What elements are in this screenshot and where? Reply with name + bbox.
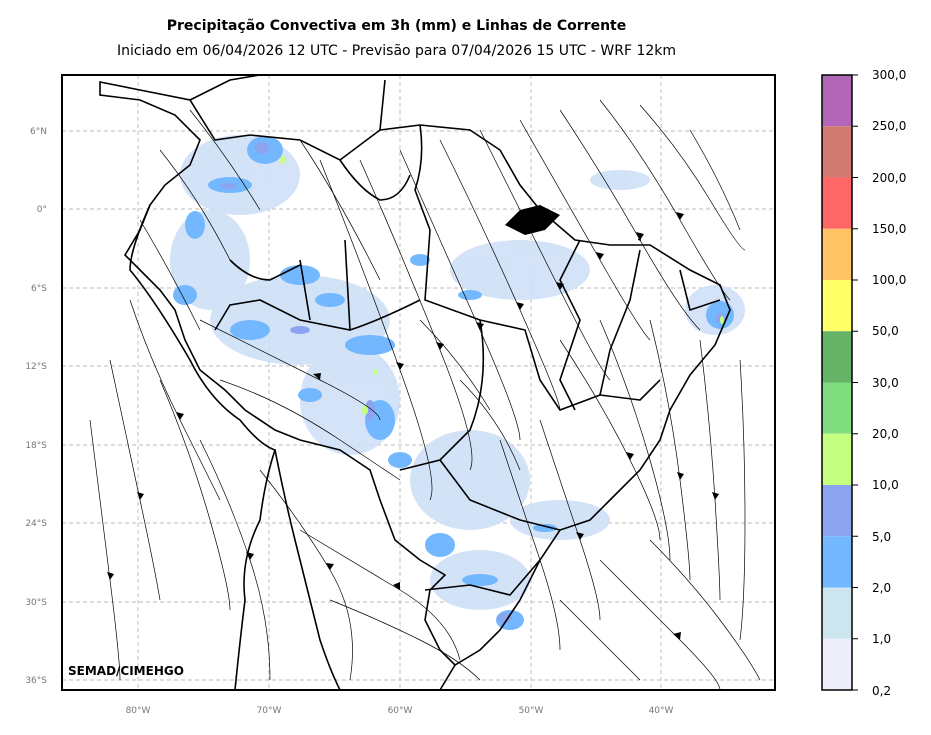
colorbar-segment [822,75,852,127]
colorbar-label: 0,2 [872,684,891,698]
lat-label: 6°S [31,284,47,294]
precipitation-areas [170,135,745,630]
colorbar-label: 30,0 [872,376,899,390]
lat-lon-grid [62,75,775,690]
colorbar [822,74,858,691]
colorbar-label: 2,0 [872,581,891,595]
lat-label: 6°N [30,127,47,137]
colorbar-label: 20,0 [872,427,899,441]
lon-label: 80°W [126,706,151,716]
colorbar-label: 50,0 [872,324,899,338]
lon-label: 60°W [388,706,413,716]
colorbar-segment [822,485,852,537]
lat-label: 18°S [25,441,47,451]
lat-label: 0° [37,205,47,215]
lat-label: 36°S [25,676,47,686]
colorbar-label: 100,0 [872,273,906,287]
map-frame [61,74,776,691]
lon-label: 40°W [649,706,674,716]
colorbar-label: 1,0 [872,632,891,646]
colorbar-label: 150,0 [872,222,906,236]
colorbar-labels: 300,0 250,0 200,0 150,0 100,0 50,0 30,0 … [872,68,906,698]
credit-label: SEMAD/CIMEHGO [68,664,184,678]
lat-label: 30°S [25,598,47,608]
lat-label: 24°S [25,519,47,529]
longitude-labels: 80°W 70°W 60°W 50°W 40°W [126,706,674,716]
colorbar-label: 250,0 [872,119,906,133]
colorbar-segment [822,536,852,588]
colorbar-label: 5,0 [872,530,891,544]
colorbar-segment [822,126,852,178]
lon-label: 70°W [257,706,282,716]
colorbar-segment [822,280,852,332]
colorbar-segment [822,382,852,434]
colorbar-segment [822,331,852,383]
latitude-labels: 6°N 0° 6°S 12°S 18°S 24°S 30°S 36°S [25,127,47,686]
colorbar-segment [822,228,852,280]
map-title: Precipitação Convectiva em 3h (mm) e Lin… [166,18,627,34]
streamline-arrows [107,212,719,640]
colorbar-label: 10,0 [872,478,899,492]
colorbar-segment [822,587,852,639]
map-subtitle: Iniciado em 06/04/2026 12 UTC - Previsão… [116,43,677,59]
marajo-island [505,205,560,235]
lon-label: 50°W [519,706,544,716]
colorbar-label: 200,0 [872,171,906,185]
lat-label: 12°S [25,362,47,372]
colorbar-label: 300,0 [872,68,906,82]
colorbar-segment [822,177,852,229]
colorbar-frame [821,74,853,691]
country-borders [99,75,731,690]
colorbar-segment [822,638,852,690]
colorbar-segment [822,433,852,485]
